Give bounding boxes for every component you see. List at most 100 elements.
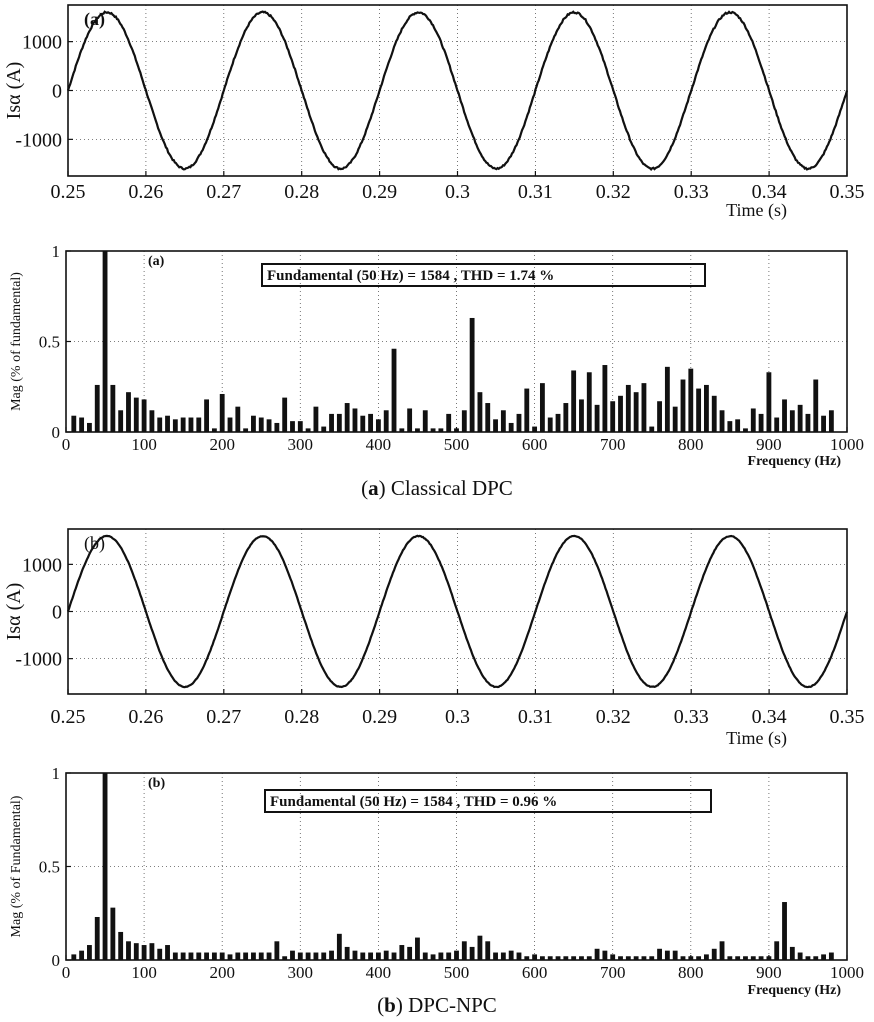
panel-4-bar — [399, 945, 405, 960]
panel-1-xtick-label: 0.3 — [445, 181, 470, 203]
panel-2-bar — [438, 428, 444, 432]
panel-2-bar — [461, 410, 467, 432]
panel-2-bar — [766, 372, 772, 432]
panel-2-bar — [602, 365, 608, 432]
panel-4-bar — [157, 948, 163, 960]
panel-2-bar — [586, 372, 592, 432]
panel-4-bar — [704, 954, 709, 960]
panel-2-bar — [282, 397, 288, 432]
caption-a: (a) Classical DPC — [361, 476, 513, 500]
panel-1-xtick-label: 0.33 — [674, 181, 709, 203]
panel-4-bar — [828, 952, 834, 960]
panel-2-bar — [680, 379, 686, 432]
panel-2-bar — [610, 401, 616, 432]
panel-4-bar — [821, 954, 826, 960]
panel-2-bar — [149, 410, 155, 432]
panel-2-bar — [211, 428, 217, 432]
panel-4-bar — [485, 941, 491, 960]
panel-4-bar — [126, 941, 131, 960]
panel-2-bar — [813, 379, 819, 432]
panel-4-xtick-label: 400 — [366, 963, 392, 982]
panel-2-bar — [750, 408, 756, 432]
panel-2-bar — [696, 388, 702, 432]
panel-4-bar — [758, 956, 764, 960]
panel-2-bar — [165, 415, 170, 432]
panel-2-bar — [743, 428, 748, 432]
panel-1-group: 0.25 0.26 0.27 0.28 0.29 0.3 0.31 0.32 0.33 0.34 0… — [3, 4, 865, 221]
panel-2-xtick-label: 0 — [62, 435, 71, 454]
panel-2-bar — [758, 413, 764, 432]
panel-2-bar — [329, 413, 334, 432]
panel-2-bar — [789, 410, 795, 432]
panel-2-bar — [430, 428, 436, 432]
panel-2-bar — [133, 397, 139, 432]
panel-3-xtick-label: 0.31 — [518, 706, 553, 728]
panel-4-bar — [407, 946, 413, 960]
panel-2-bar — [219, 393, 225, 432]
panel-4-bar — [579, 956, 584, 960]
panel-4-bar — [235, 952, 241, 960]
panel-4-bar — [672, 950, 678, 960]
caption-b: (b) DPC-NPC — [377, 993, 497, 1017]
panel-4-bar — [266, 952, 272, 960]
panel-4-bar — [71, 954, 77, 960]
panel-2-xtick-label: 900 — [756, 435, 782, 454]
panel-2-bar — [594, 404, 600, 432]
panel-2-bar — [493, 419, 498, 432]
panel-3-ytick-label: -1000 — [15, 649, 62, 671]
panel-4-bar — [274, 941, 280, 960]
panel-2-bar — [157, 417, 163, 432]
panel-2-bar — [422, 410, 428, 432]
panel-3-xtick-label: 0.26 — [128, 706, 163, 728]
panel-2-bar — [828, 410, 834, 432]
caption-a-letter: a — [368, 476, 379, 500]
panel-2-bar — [110, 384, 116, 432]
panel-2-bar — [625, 384, 631, 432]
panel-2-bar — [313, 406, 319, 432]
panel-2-bar — [126, 392, 131, 432]
panel-4-bar — [149, 943, 155, 960]
panel-2-bar — [446, 413, 452, 432]
panel-2-bar — [383, 410, 389, 432]
panel-2-bar — [539, 383, 545, 432]
panel-4-ytick-label: 0 — [52, 951, 61, 970]
panel-4-bar — [696, 956, 702, 960]
panel-4-bar — [641, 956, 647, 960]
panel-2-bar — [633, 392, 639, 432]
panel-1-xtick-label: 0.28 — [284, 181, 319, 203]
panel-2-bar — [719, 410, 725, 432]
panel-4-bar — [118, 931, 124, 960]
panel-2-bar — [243, 428, 249, 432]
panel-2-xlabel: Frequency (Hz) — [748, 454, 842, 469]
panel-4-bar — [446, 952, 452, 960]
panel-2-bar — [407, 408, 413, 432]
panel-4-xtick-label: 500 — [444, 963, 470, 982]
panel-2-bar — [290, 421, 295, 432]
panel-4-bar — [110, 907, 116, 960]
panel-2-bar — [727, 421, 733, 432]
panel-4-xtick-label: 800 — [678, 963, 704, 982]
panel-2-bar — [500, 410, 506, 432]
panel-2-bar — [336, 413, 342, 432]
panel-2-bar — [664, 366, 670, 432]
panel-2-ytick-label: 0.5 — [39, 332, 60, 351]
panel-4-group: Fundamental (50 Hz) = 1584 , THD = 0.96 … — [9, 764, 864, 998]
panel-2-bar — [821, 415, 826, 432]
panel-2-xtick-label: 300 — [288, 435, 314, 454]
panel-4-bar — [477, 935, 483, 960]
panel-4-ytick-label: 1 — [52, 764, 61, 783]
panel-2-xtick-label: 1000 — [830, 435, 864, 454]
panel-4-bar — [422, 952, 428, 960]
panel-2-group: Fundamental (50 Hz) = 1584 , THD = 1.74 … — [9, 242, 864, 469]
panel-2-bar — [415, 428, 420, 432]
panel-4-bar — [282, 956, 288, 960]
panel-3-xtick-label: 0.3 — [445, 706, 470, 728]
panel-2-bar — [305, 428, 311, 432]
panel-2-bar — [399, 428, 405, 432]
panel-2-bar — [196, 417, 202, 432]
panel-2-bar — [297, 421, 303, 432]
panel-3-xtick-label: 0.33 — [674, 706, 709, 728]
panel-2-bar — [618, 395, 623, 432]
panel-2-bar — [579, 399, 584, 432]
panel-2-bar — [87, 422, 92, 432]
